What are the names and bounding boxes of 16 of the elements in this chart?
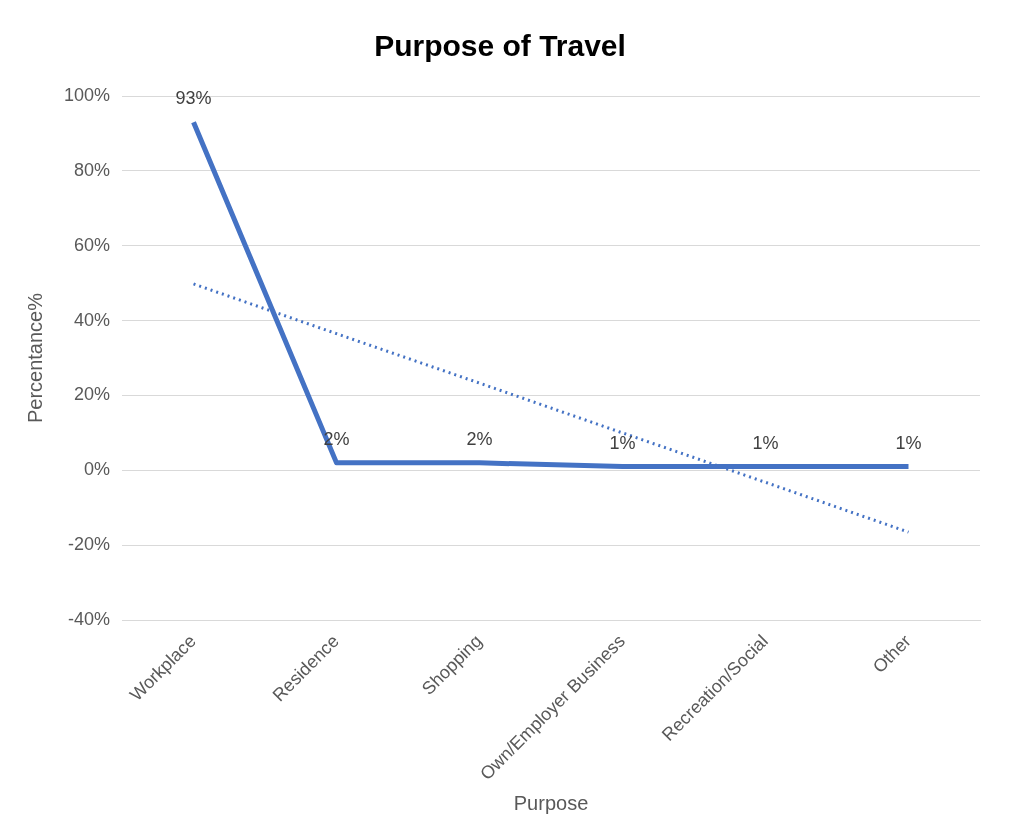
y-axis-title: Percentance% [23,292,46,424]
y-tick-label: 80% [74,159,111,180]
x-axis-title: Purpose [513,791,589,814]
data-label: 93% [175,88,212,109]
data-label: 1% [752,432,779,453]
chart-title: Purpose of Travel [374,29,626,63]
data-label: 2% [466,428,493,449]
y-tick-label: 40% [74,309,111,330]
y-tick-label: -40% [68,609,111,630]
y-tick-label: 0% [84,459,111,480]
y-tick-label: 60% [74,234,111,255]
data-label: 1% [609,432,636,453]
y-tick-label: 100% [63,84,111,105]
y-tick-label: 20% [74,384,111,405]
y-tick-label: -20% [68,534,111,555]
data-label: 1% [895,432,922,453]
